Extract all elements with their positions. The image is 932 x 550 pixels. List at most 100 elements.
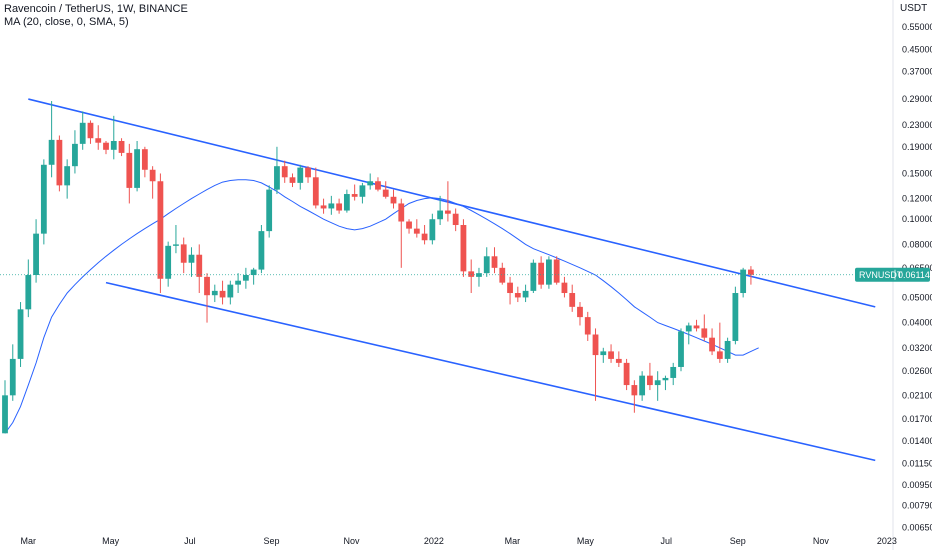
candle-body xyxy=(157,181,164,279)
time-tick-label: Nov xyxy=(344,536,361,546)
time-tick-label: 2023 xyxy=(877,536,897,546)
price-tick-label: 0.01150 xyxy=(902,458,932,468)
candle-body xyxy=(670,366,677,378)
candle-body xyxy=(647,375,653,386)
candle xyxy=(56,135,63,192)
time-axis[interactable]: Mar May Jul Sep Nov 2022 Mar May Jul Sep Nov 2023 xyxy=(21,536,897,546)
candle xyxy=(281,160,288,183)
candle xyxy=(468,259,475,294)
candle xyxy=(623,358,630,391)
candle xyxy=(685,322,692,345)
candle xyxy=(444,181,451,222)
candle xyxy=(72,130,78,174)
time-tick-label: Jul xyxy=(660,536,672,546)
candle-body xyxy=(678,331,684,367)
time-tick-label: Sep xyxy=(730,536,746,546)
candle xyxy=(2,380,8,434)
candle-body xyxy=(134,149,140,188)
price-tick-label: 0.23000 xyxy=(902,120,932,130)
price-tick-label: 0.10000 xyxy=(902,214,932,224)
candle xyxy=(359,182,366,204)
candle xyxy=(289,173,296,188)
price-tick-label: 0.03200 xyxy=(902,343,932,353)
time-tick-label: Jul xyxy=(184,536,196,546)
candle-body xyxy=(235,280,241,285)
candle-body xyxy=(72,143,78,167)
candle xyxy=(118,138,125,157)
candle xyxy=(343,189,350,213)
candle xyxy=(126,143,133,204)
candle-body xyxy=(165,245,172,279)
candle-body xyxy=(227,284,234,298)
candle-body xyxy=(17,309,24,359)
candle-body xyxy=(118,141,125,153)
candle-body xyxy=(522,290,529,298)
candle xyxy=(196,244,203,294)
candle xyxy=(9,344,16,401)
candles-layer xyxy=(2,101,754,434)
candle xyxy=(530,259,537,294)
candle-body xyxy=(476,273,482,277)
price-tick-label: 0.00790 xyxy=(902,501,932,511)
candle xyxy=(250,267,257,285)
candle xyxy=(219,280,226,305)
candle-body xyxy=(48,139,55,165)
price-tick-label: 0.02600 xyxy=(902,366,932,376)
price-axis[interactable]: 0.55000 0.45000 0.37000 0.29000 0.23000 0.190… xyxy=(892,0,932,550)
time-tick-label: May xyxy=(577,536,595,546)
candle-body xyxy=(141,149,148,170)
symbol-badge-price: 0.06114 xyxy=(898,270,930,280)
candle xyxy=(740,267,747,298)
candle xyxy=(577,302,583,326)
candle xyxy=(17,302,24,367)
candle-body xyxy=(274,166,280,190)
candle xyxy=(328,195,335,215)
candle-body xyxy=(693,325,700,329)
candle xyxy=(188,247,195,277)
candle-body xyxy=(685,325,692,332)
candle-body xyxy=(421,233,428,241)
candle xyxy=(429,213,436,245)
trendlines-layer xyxy=(28,98,876,462)
candle-body xyxy=(429,219,436,241)
candle xyxy=(647,362,653,391)
candle-body xyxy=(242,275,249,281)
candle-body xyxy=(507,282,513,294)
candle xyxy=(662,375,669,391)
symbol-badge-symbol: RVNUSDT xyxy=(859,270,903,280)
candle xyxy=(631,380,638,413)
candle-body xyxy=(577,306,583,318)
candle-body xyxy=(382,189,389,197)
candle-body xyxy=(2,395,8,434)
price-tick-label: 0.37000 xyxy=(902,67,932,77)
candle-body xyxy=(546,259,552,285)
candle-body xyxy=(64,166,71,186)
candle xyxy=(351,184,358,201)
candle-body xyxy=(297,167,304,183)
candle xyxy=(274,146,280,195)
candle xyxy=(211,284,218,303)
candle xyxy=(173,225,179,254)
candle-body xyxy=(444,210,451,214)
candle-body xyxy=(468,271,475,277)
candle-body xyxy=(452,213,459,226)
candle-body xyxy=(561,282,568,294)
candle-body xyxy=(437,210,444,220)
candle-body xyxy=(126,152,133,188)
candle-body xyxy=(709,337,715,352)
time-tick-label: 2022 xyxy=(424,536,444,546)
price-tick-label: 0.04000 xyxy=(902,318,932,328)
candle-body xyxy=(180,244,187,263)
candle xyxy=(569,284,576,312)
candle xyxy=(258,225,265,274)
candle xyxy=(592,328,599,401)
candle-body xyxy=(538,262,545,285)
candle xyxy=(546,256,552,289)
candle xyxy=(149,166,156,199)
candle xyxy=(701,314,708,341)
candle xyxy=(514,286,521,303)
candle-body xyxy=(615,358,622,363)
candle-body xyxy=(724,340,731,359)
candle-body xyxy=(701,328,708,338)
